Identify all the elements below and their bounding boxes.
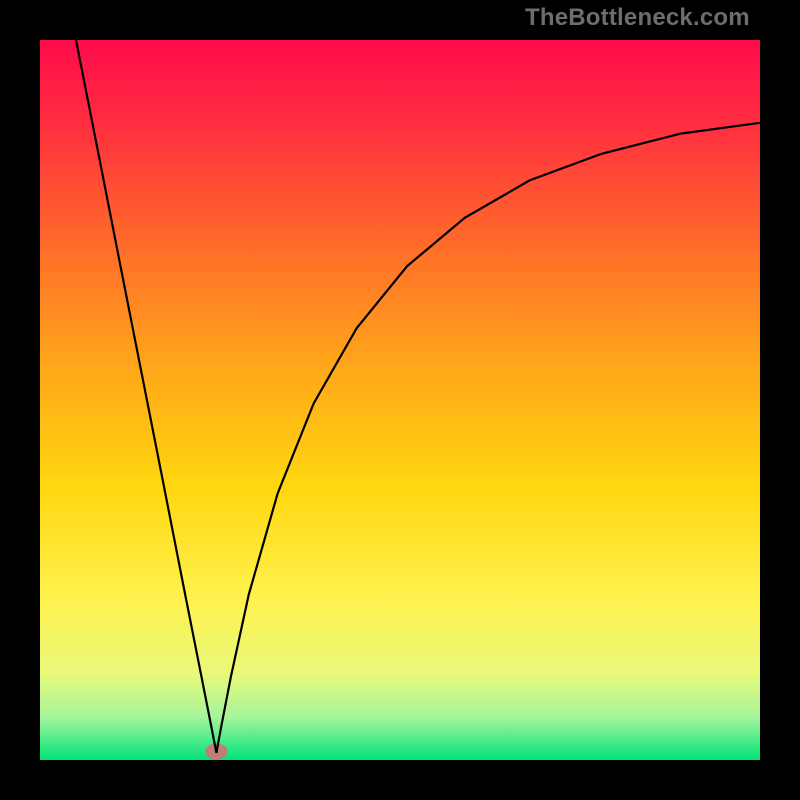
watermark-text: TheBottleneck.com: [525, 4, 750, 32]
chart-frame: [0, 0, 800, 800]
bottleneck-curve-chart: [0, 0, 800, 800]
